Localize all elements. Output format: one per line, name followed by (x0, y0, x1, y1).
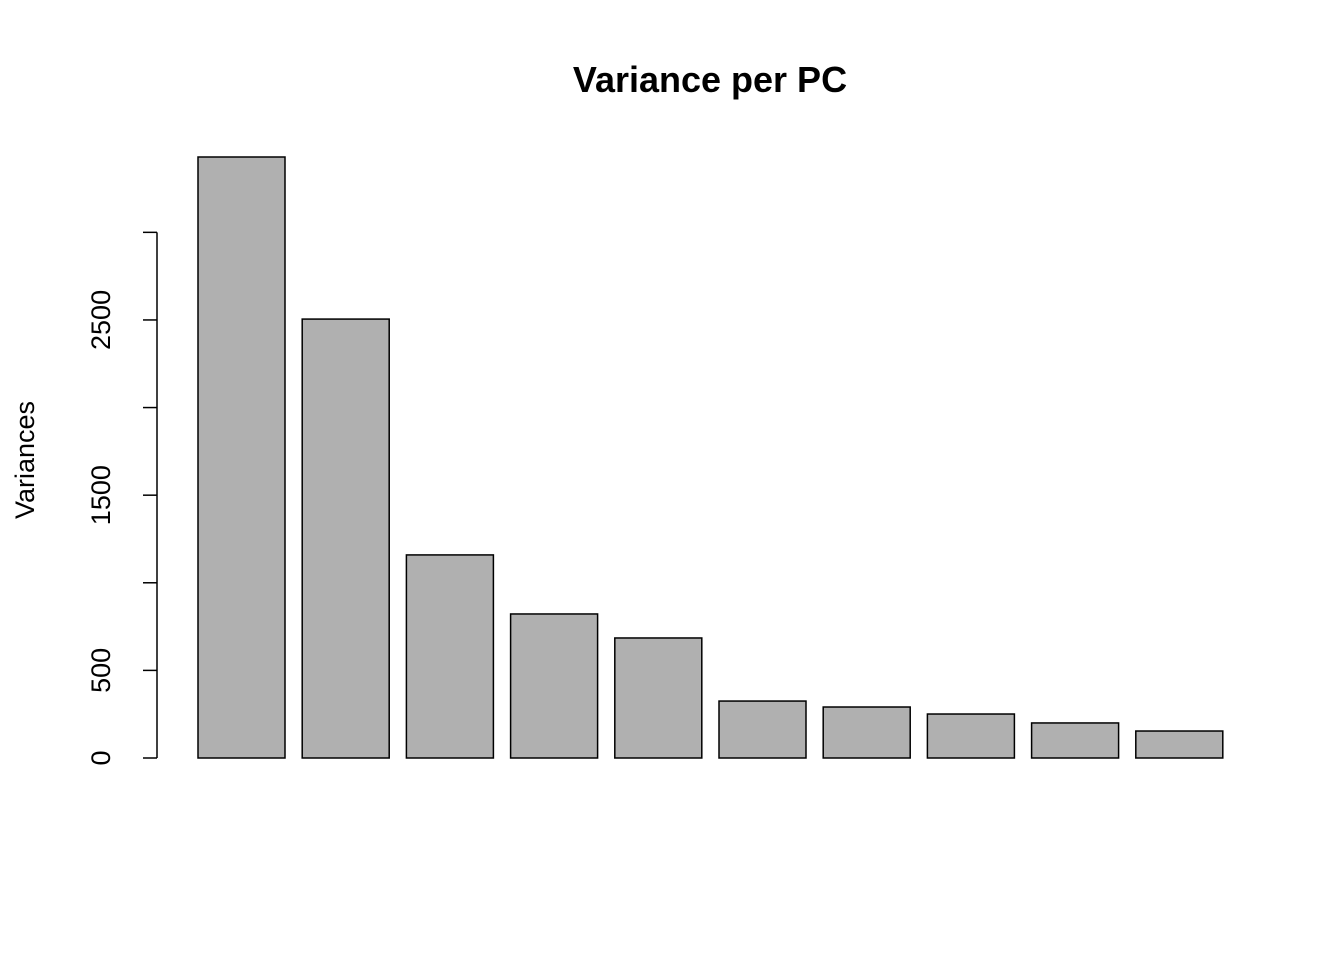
y-tick-label: 1500 (86, 465, 116, 525)
bar (926, 713, 1016, 759)
bar (1135, 730, 1224, 759)
y-tick-label: 0 (86, 750, 116, 765)
y-tick-label: 2500 (86, 290, 116, 350)
bar (614, 637, 703, 759)
chart-title: Variance per PC (573, 59, 847, 100)
bar (1030, 722, 1120, 759)
y-axis-label: Variances (10, 401, 40, 519)
bar (405, 554, 495, 759)
bar (509, 613, 599, 759)
bar (822, 706, 911, 759)
bar (197, 156, 286, 759)
bar (301, 318, 390, 759)
y-tick-label: 500 (86, 648, 116, 693)
bar (718, 700, 807, 759)
